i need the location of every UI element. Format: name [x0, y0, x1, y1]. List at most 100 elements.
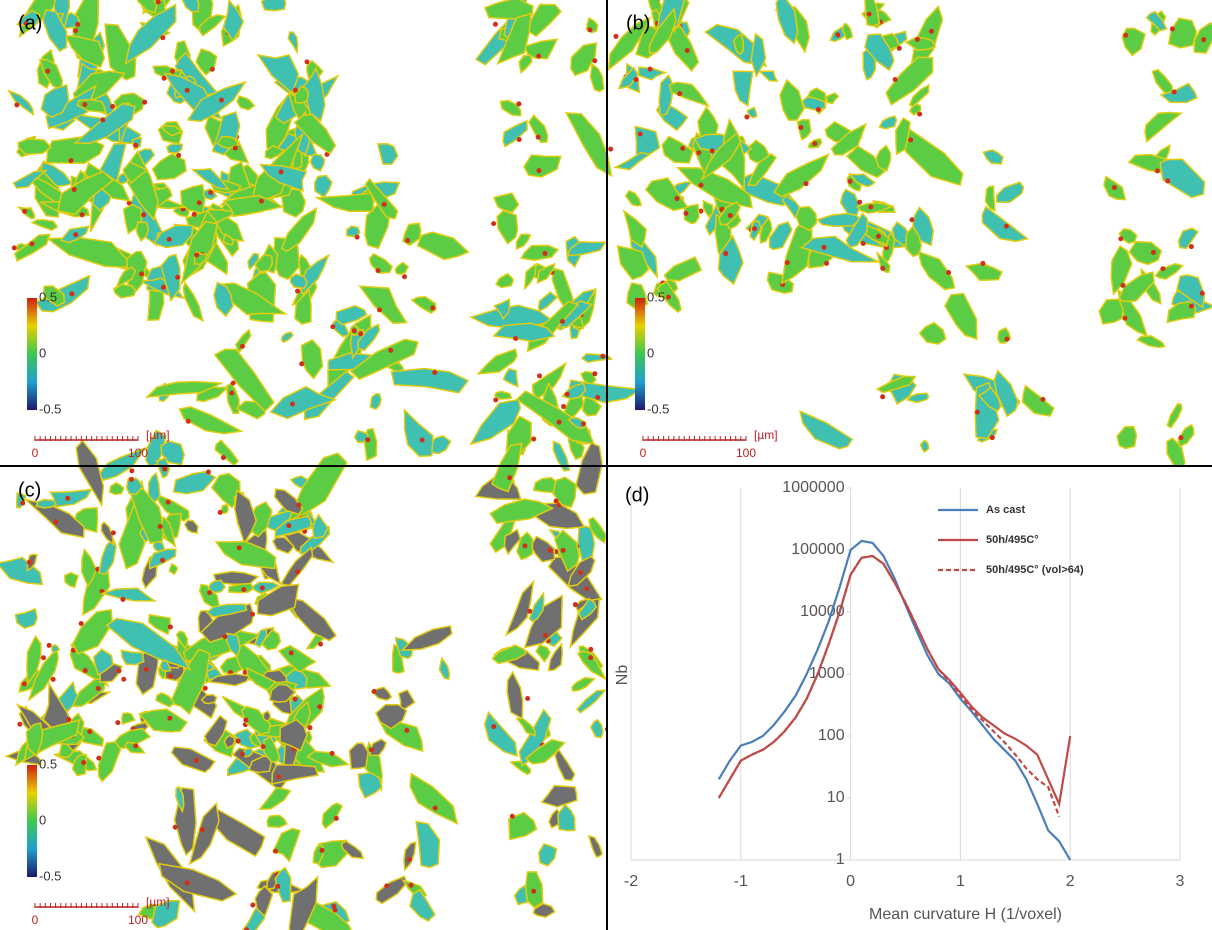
rendering-dot [1188, 244, 1194, 250]
rendering-blob [523, 154, 562, 178]
rendering-blob [277, 644, 317, 674]
rendering-blob [668, 81, 711, 108]
rendering-dot [244, 927, 250, 930]
rendering-blob [410, 296, 437, 314]
rendering-blob [977, 386, 1002, 413]
rendering-dot [537, 373, 543, 379]
rendering-dot [1040, 396, 1046, 402]
panel-label: (b) [626, 12, 650, 34]
legend-label: 50h/495C° (vol>64) [986, 564, 1084, 576]
rendering-dot [556, 419, 562, 425]
rendering-blob [258, 786, 292, 810]
rendering-blob [254, 627, 268, 648]
rendering-dot [17, 721, 23, 727]
rendering-blob [438, 656, 451, 681]
rendering-blob [353, 429, 369, 444]
rendering-dot [160, 557, 166, 563]
rendering-blob [905, 225, 923, 258]
rendering-blob [294, 288, 312, 325]
rendering-dot [592, 58, 598, 64]
rendering-dot [45, 68, 51, 74]
rendering-blob [17, 138, 53, 156]
rendering-blob [207, 579, 227, 594]
rendering-blob [403, 841, 417, 872]
rendering-blob [15, 492, 27, 509]
rendering-blob [757, 70, 779, 83]
rendering-dot [525, 696, 531, 702]
rendering-dot [295, 569, 301, 575]
rendering-blob [878, 115, 898, 130]
rendering-dot [184, 880, 190, 886]
rendering-blob [35, 498, 58, 509]
rendering-blob [571, 676, 596, 692]
rendering-blob [198, 14, 227, 37]
rendering-blob [1159, 158, 1206, 199]
rendering-dot [275, 883, 281, 889]
rendering-blob [779, 78, 805, 121]
rendering-dot [11, 245, 17, 251]
rendering-dot [507, 475, 513, 481]
rendering-dot [299, 361, 305, 367]
rendering-blob [552, 440, 571, 472]
rendering-blob [717, 234, 744, 286]
rendering-blob [126, 250, 148, 293]
rendering-blob [213, 348, 275, 413]
rendering-dot [989, 435, 995, 441]
rendering-blob [340, 840, 365, 860]
rendering-blob [105, 617, 192, 671]
rendering-dot [1150, 249, 1156, 255]
rendering-dot [536, 53, 542, 59]
rendering-blob [234, 328, 252, 354]
rendering-blob [1145, 10, 1168, 32]
y-tick-label: 100 [818, 727, 845, 744]
rendering-dot [516, 137, 522, 143]
rendering-dot [110, 530, 116, 536]
rendering-blob [577, 597, 598, 621]
rendering-blob [214, 540, 277, 570]
rendering-dot [572, 602, 578, 608]
rendering-dot [278, 169, 284, 175]
rendering-dot [371, 688, 377, 694]
rendering-blob [223, 734, 236, 750]
rendering-blob [875, 144, 892, 172]
rendering-blob [7, 89, 35, 117]
rendering-dot [79, 212, 85, 218]
rendering-blob [80, 547, 98, 588]
rendering-dot [120, 596, 126, 602]
rendering-dot [803, 181, 809, 187]
rendering-dot [1165, 178, 1171, 184]
rendering-dot [847, 178, 853, 184]
rendering-dot [633, 77, 639, 83]
rendering-dot [564, 391, 570, 397]
rendering-blob [993, 369, 1019, 418]
rendering-blob [26, 553, 38, 572]
rendering-blob [553, 529, 580, 573]
rendering-dot [1154, 168, 1160, 174]
rendering-dot [1171, 89, 1177, 95]
rendering-dot [167, 624, 173, 630]
rendering-blob [683, 203, 700, 225]
rendering-dot [432, 805, 438, 811]
rendering-blob [557, 803, 576, 832]
rendering-blob [841, 23, 854, 41]
rendering-blob [240, 705, 272, 736]
rendering-blob [254, 885, 274, 918]
rendering-blob [918, 321, 947, 345]
x-tick-label: 2 [1066, 873, 1075, 890]
rendering-blob [121, 712, 136, 725]
rendering-blob [575, 441, 603, 496]
rendering-blob [358, 285, 408, 325]
rendering-dot [286, 523, 292, 529]
rendering-dot [365, 437, 371, 443]
rendering-dot [229, 390, 235, 396]
rendering-blob [135, 221, 150, 243]
rendering-dot [66, 717, 72, 723]
rendering-blob [469, 398, 522, 446]
rendering-blob [408, 888, 436, 922]
rendering-dot [868, 204, 874, 210]
rendering-dot [258, 198, 264, 204]
rendering-dot [236, 545, 242, 551]
rendering-blob [390, 367, 470, 394]
rendering-dot [914, 36, 920, 42]
rendering-dot [419, 437, 425, 443]
